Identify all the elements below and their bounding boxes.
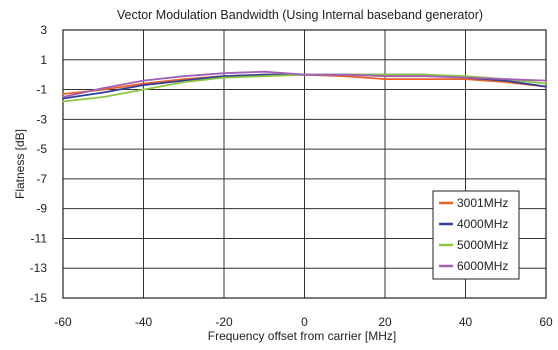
data-point-4000MHz [545, 85, 547, 88]
x-axis-ticks: -60 -40 -20 0 20 40 60 [54, 315, 553, 329]
data-point-3001MHz [343, 75, 346, 78]
y-tick-label: -1 [36, 83, 47, 97]
legend-label: 5000MHz [457, 238, 508, 252]
data-point-4000MHz [263, 73, 266, 76]
data-point-4000MHz [102, 91, 105, 94]
data-point-5000MHz [102, 96, 105, 98]
data-point-6000MHz [504, 78, 507, 80]
data-point-5000MHz [223, 76, 225, 79]
y-tick-label: -7 [36, 172, 47, 186]
data-point-5000MHz [62, 100, 64, 103]
y-tick-label: 3 [40, 23, 47, 37]
x-axis-label: Frequency offset from carrier [MHz] [208, 329, 397, 343]
y-tick-label: -13 [30, 261, 48, 275]
x-tick-label: -20 [215, 315, 233, 329]
x-tick-label: 0 [301, 315, 308, 329]
x-tick-label: 20 [378, 315, 392, 329]
data-point-3001MHz [464, 78, 467, 80]
y-tick-label: -15 [30, 291, 48, 305]
data-point-3001MHz [384, 78, 386, 80]
x-tick-label: -60 [54, 315, 72, 329]
data-point-4000MHz [504, 79, 507, 82]
y-tick-label: -9 [36, 202, 47, 216]
data-point-5000MHz [142, 88, 145, 91]
x-tick-label: 40 [459, 315, 473, 329]
data-point-5000MHz [464, 75, 467, 78]
data-point-5000MHz [545, 82, 547, 85]
data-point-6000MHz [182, 75, 185, 78]
y-tick-label: 1 [40, 53, 47, 67]
data-point-5000MHz [384, 73, 386, 76]
series-lines [62, 70, 547, 103]
data-point-6000MHz [142, 79, 145, 82]
data-point-3001MHz [424, 78, 427, 80]
data-point-6000MHz [545, 79, 547, 82]
legend-label: 3001MHz [457, 196, 508, 210]
legend-box [432, 190, 520, 280]
data-point-4000MHz [62, 97, 64, 100]
data-point-3001MHz [182, 78, 185, 80]
x-tick-label: -40 [135, 315, 153, 329]
x-tick-label: 60 [539, 315, 553, 329]
data-point-6000MHz [384, 75, 386, 78]
data-point-6000MHz [102, 87, 105, 89]
data-point-4000MHz [142, 84, 145, 86]
y-tick-label: -3 [36, 112, 47, 126]
data-point-3001MHz [142, 82, 145, 85]
plot-frame [62, 29, 547, 299]
legend-label: 4000MHz [457, 217, 508, 231]
data-point-4000MHz [223, 75, 225, 78]
y-tick-label: -5 [36, 142, 47, 156]
data-point-6000MHz [303, 73, 306, 76]
data-point-3001MHz [504, 81, 507, 83]
data-point-6000MHz [62, 96, 64, 98]
data-point-3001MHz [102, 88, 105, 91]
data-point-5000MHz [424, 73, 427, 76]
data-point-6000MHz [343, 73, 346, 76]
data-point-6000MHz [263, 70, 266, 73]
y-axis-ticks: 3 1 -1 -3 -5 -7 -9 -11 -13 -15 [30, 23, 48, 305]
legend-label: 6000MHz [457, 259, 508, 273]
data-point-6000MHz [223, 72, 225, 75]
legend: 3001MHz 4000MHz 5000MHz 6000MHz [432, 190, 520, 280]
data-point-6000MHz [464, 76, 467, 79]
data-point-4000MHz [182, 79, 185, 82]
chart-title: Vector Modulation Bandwidth (Using Inter… [117, 8, 483, 22]
data-point-3001MHz [62, 93, 64, 95]
data-point-5000MHz [263, 75, 266, 78]
y-axis-label: Flatness [dB] [13, 129, 27, 199]
data-point-5000MHz [182, 81, 185, 83]
data-point-6000MHz [424, 75, 427, 78]
y-tick-label: -11 [31, 231, 48, 245]
